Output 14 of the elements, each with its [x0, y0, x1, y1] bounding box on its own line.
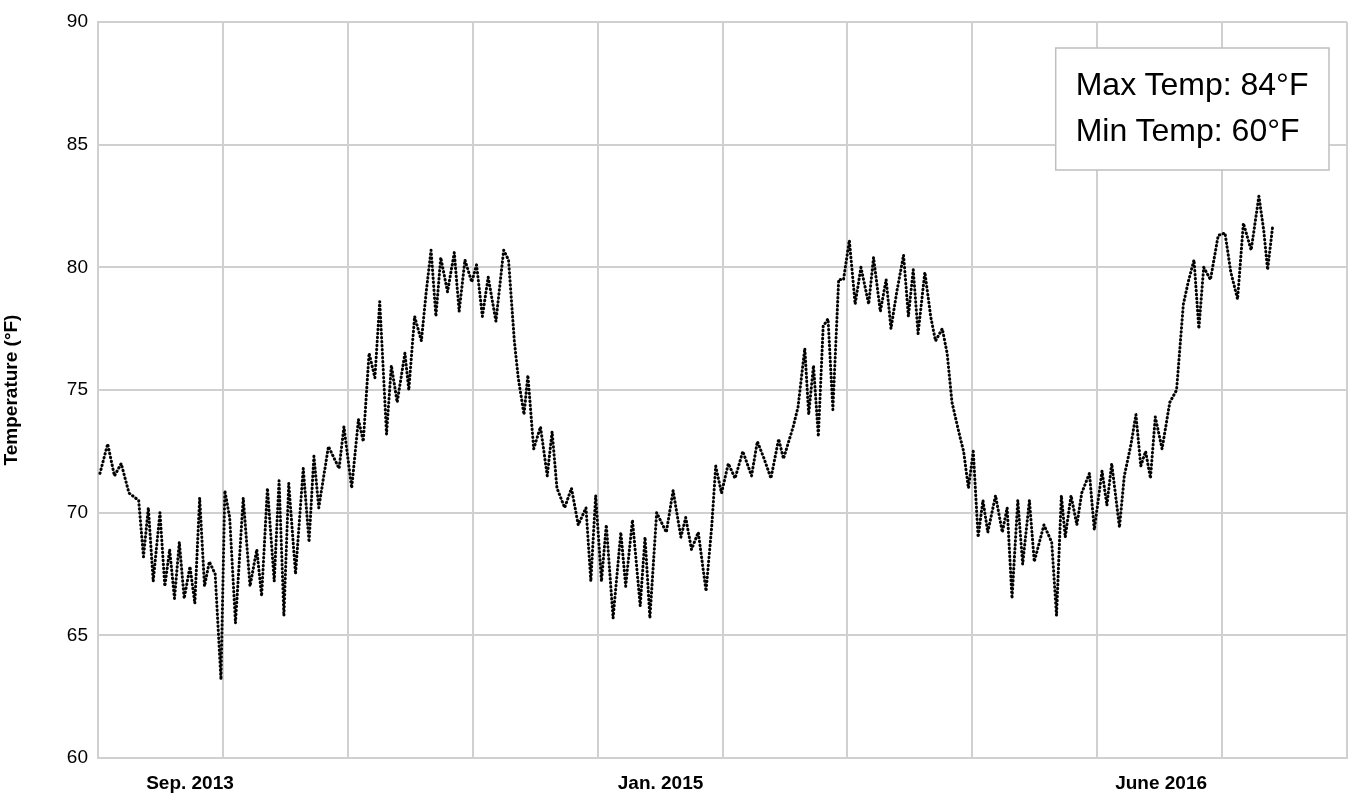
annotation: Max Temp: 84°F [1075, 65, 1309, 102]
y-tick-label: 65 [66, 623, 88, 645]
y-tick-label: 75 [66, 378, 88, 400]
y-tick-label: 90 [66, 10, 88, 32]
x-tick-label: June 2016 [1115, 771, 1208, 793]
y-tick-label: 80 [66, 255, 88, 277]
y-tick-label: 60 [66, 746, 88, 768]
y-tick-label: 85 [66, 132, 88, 154]
y-axis-title: Temperature (°F) [0, 314, 21, 466]
y-tick-label: 70 [66, 500, 88, 522]
line-series [98, 194, 1274, 681]
annotation: Min Temp: 60°F [1075, 111, 1300, 148]
x-tick-label: Sep. 2013 [146, 771, 234, 793]
x-tick-label: Jan. 2015 [617, 771, 704, 793]
